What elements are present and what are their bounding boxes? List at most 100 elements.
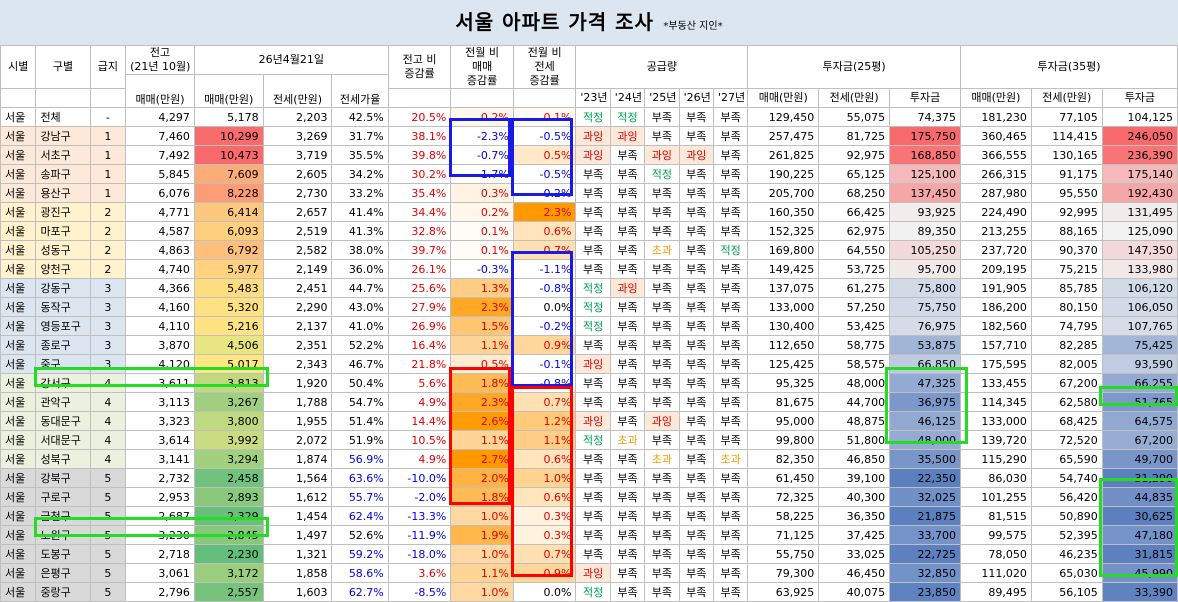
inv25-jeonse-cell: 81,725 — [818, 126, 891, 146]
inv35-sale-cell: 133,000 — [960, 411, 1032, 431]
inv25-amount-cell: 32,850 — [889, 563, 961, 583]
sale-cell: 3,813 — [193, 373, 264, 393]
sale-cell: 5,178 — [193, 107, 264, 127]
header-inv25-sale: 매매(만원) — [747, 88, 820, 108]
inv35-sale-cell: 115,290 — [960, 449, 1032, 469]
supply-cell: 부족 — [712, 525, 749, 545]
inv25-jeonse-cell: 37,425 — [818, 525, 891, 545]
header-supply: 공급량 — [575, 45, 749, 89]
supply-cell: 부족 — [712, 316, 749, 336]
city-cell: 서울 — [0, 411, 37, 431]
supply-cell: 과잉 — [575, 354, 611, 374]
supply-cell: 과잉 — [609, 278, 646, 298]
header-mom-sale: 전월 비 매매 증감률 — [450, 45, 514, 89]
supply-cell: 부족 — [678, 183, 714, 203]
city-cell: 서울 — [0, 582, 37, 602]
district-cell: 서초구 — [35, 145, 91, 165]
sale-cell: 2,845 — [193, 525, 264, 545]
jeonse-rate-cell: 52.6% — [331, 525, 389, 545]
mom-sale-cell: 2.7% — [450, 449, 514, 469]
inv35-amount-cell: 147,350 — [1101, 240, 1178, 260]
grade-cell: 2 — [89, 221, 127, 241]
city-cell: 서울 — [0, 221, 37, 241]
header-year: '27년 — [712, 88, 749, 108]
supply-cell: 부족 — [575, 259, 611, 279]
supply-cell: 초과 — [644, 240, 680, 260]
inv35-sale-cell: 287,980 — [960, 183, 1032, 203]
supply-cell: 부족 — [712, 487, 749, 507]
inv35-amount-cell: 236,390 — [1101, 145, 1178, 165]
inv25-amount-cell: 137,450 — [889, 183, 961, 203]
inv25-jeonse-cell: 55,075 — [818, 107, 891, 127]
page-title: 서울 아파트 가격 조사 — [455, 10, 654, 34]
supply-cell: 부족 — [644, 354, 680, 374]
header-district: 구별 — [35, 45, 91, 89]
jeongo-cell: 2,718 — [125, 544, 195, 564]
header-sale: 매매(만원) — [193, 74, 264, 108]
jeongo-cell: 4,120 — [125, 354, 195, 374]
inv35-sale-cell: 182,560 — [960, 316, 1032, 336]
district-cell: 은평구 — [35, 563, 91, 583]
header-jeongo-mid: (21년 10월) — [130, 60, 191, 73]
table-row: 서울 성동구 2 4,863 6,792 2,582 38.0% 39.7% 0.1% 0.7% 부… — [0, 240, 1178, 260]
jeonse-cell: 1,321 — [262, 544, 333, 564]
jeonse-cell: 2,203 — [262, 107, 333, 127]
supply-cell: 과잉 — [575, 563, 611, 583]
supply-cell: 부족 — [644, 335, 680, 355]
table-row: 서울 관악구 4 3,113 3,267 1,788 54.7% 4.9% 2.3% 0.7% 부족… — [0, 392, 1178, 412]
table-row: 서울 마포구 2 4,587 6,093 2,519 41.3% 32.8% 0.1% 0.6% 부… — [0, 221, 1178, 241]
table-row: 서울 송파구 1 5,845 7,609 2,605 34.2% 30.2% -1.7% -0.5… — [0, 164, 1178, 184]
header-year: '23년 — [575, 88, 611, 108]
supply-cell: 적정 — [644, 164, 680, 184]
supply-cell: 부족 — [678, 316, 714, 336]
header-year: '25년 — [644, 88, 680, 108]
vs-jeongo-cell: 25.6% — [387, 278, 452, 298]
header-vs-jeongo-2: 증감률 — [404, 67, 435, 80]
vs-jeongo-cell: 35.4% — [387, 183, 452, 203]
inv35-amount-cell: 106,120 — [1101, 278, 1178, 298]
inv25-amount-cell: 89,350 — [889, 221, 961, 241]
table-row: 서울 노원구 5 3,230 2,845 1,497 52.6% -11.9% 1.9% 0.3%… — [0, 525, 1178, 545]
vs-jeongo-cell: 20.5% — [387, 107, 452, 127]
grade-cell: 3 — [89, 354, 127, 374]
supply-cell: 부족 — [644, 259, 680, 279]
jeongo-cell: 2,953 — [125, 487, 195, 507]
supply-cell: 부족 — [712, 506, 749, 526]
district-cell: 용산구 — [35, 183, 91, 203]
inv35-amount-cell: 33,390 — [1101, 582, 1178, 602]
title-bar: 서울 아파트 가격 조사 *부동산 지인* — [0, 0, 1178, 45]
inv35-jeonse-cell: 74,795 — [1030, 316, 1103, 336]
supply-cell: 과잉 — [678, 145, 714, 165]
table-row: 서울 전체 -4,297 5,178 2,203 42.5% 20.5% 0.2% 0.1% 적정… — [0, 107, 1178, 127]
mom-jeonse-cell: 0.7% — [512, 544, 577, 564]
table-row: 서울 서대문구 4 3,614 3,992 2,072 51.9% 10.5% 1.1% 1.1%… — [0, 430, 1178, 450]
district-cell: 중구 — [35, 354, 91, 374]
vs-jeongo-cell: 32.8% — [387, 221, 452, 241]
price-table: 시별 구별 급지 전고 (21년 10월) 26년4월21일 전고 비 증감률 전월… — [0, 45, 1178, 602]
jeonse-cell: 1,874 — [262, 449, 333, 469]
supply-cell: 부족 — [609, 487, 646, 507]
mom-jeonse-cell: 0.6% — [512, 487, 577, 507]
inv25-sale-cell: 129,450 — [747, 107, 820, 127]
inv25-amount-cell: 93,925 — [889, 202, 961, 222]
grade-cell: 2 — [89, 259, 127, 279]
inv25-jeonse-cell: 33,025 — [818, 544, 891, 564]
inv35-jeonse-cell: 114,415 — [1030, 126, 1103, 146]
sale-cell: 5,320 — [193, 297, 264, 317]
jeonse-cell: 1,497 — [262, 525, 333, 545]
header-mom-sale-3: 증감률 — [466, 74, 498, 87]
supply-cell: 부족 — [644, 544, 680, 564]
inv25-jeonse-cell: 36,350 — [818, 506, 891, 526]
grade-cell: 1 — [89, 126, 127, 146]
mom-sale-cell: -0.7% — [450, 145, 514, 165]
inv25-jeonse-cell: 62,975 — [818, 221, 891, 241]
inv35-amount-cell: 125,090 — [1101, 221, 1178, 241]
supply-cell: 부족 — [712, 582, 749, 602]
header-region: 시별 — [0, 45, 37, 89]
header-vs-jeongo-1: 전고 비 — [402, 53, 437, 66]
supply-cell: 부족 — [678, 582, 714, 602]
inv25-jeonse-cell: 46,850 — [818, 449, 891, 469]
supply-cell: 부족 — [609, 582, 646, 602]
inv35-jeonse-cell: 65,590 — [1030, 449, 1103, 469]
grade-cell: 5 — [89, 563, 127, 583]
